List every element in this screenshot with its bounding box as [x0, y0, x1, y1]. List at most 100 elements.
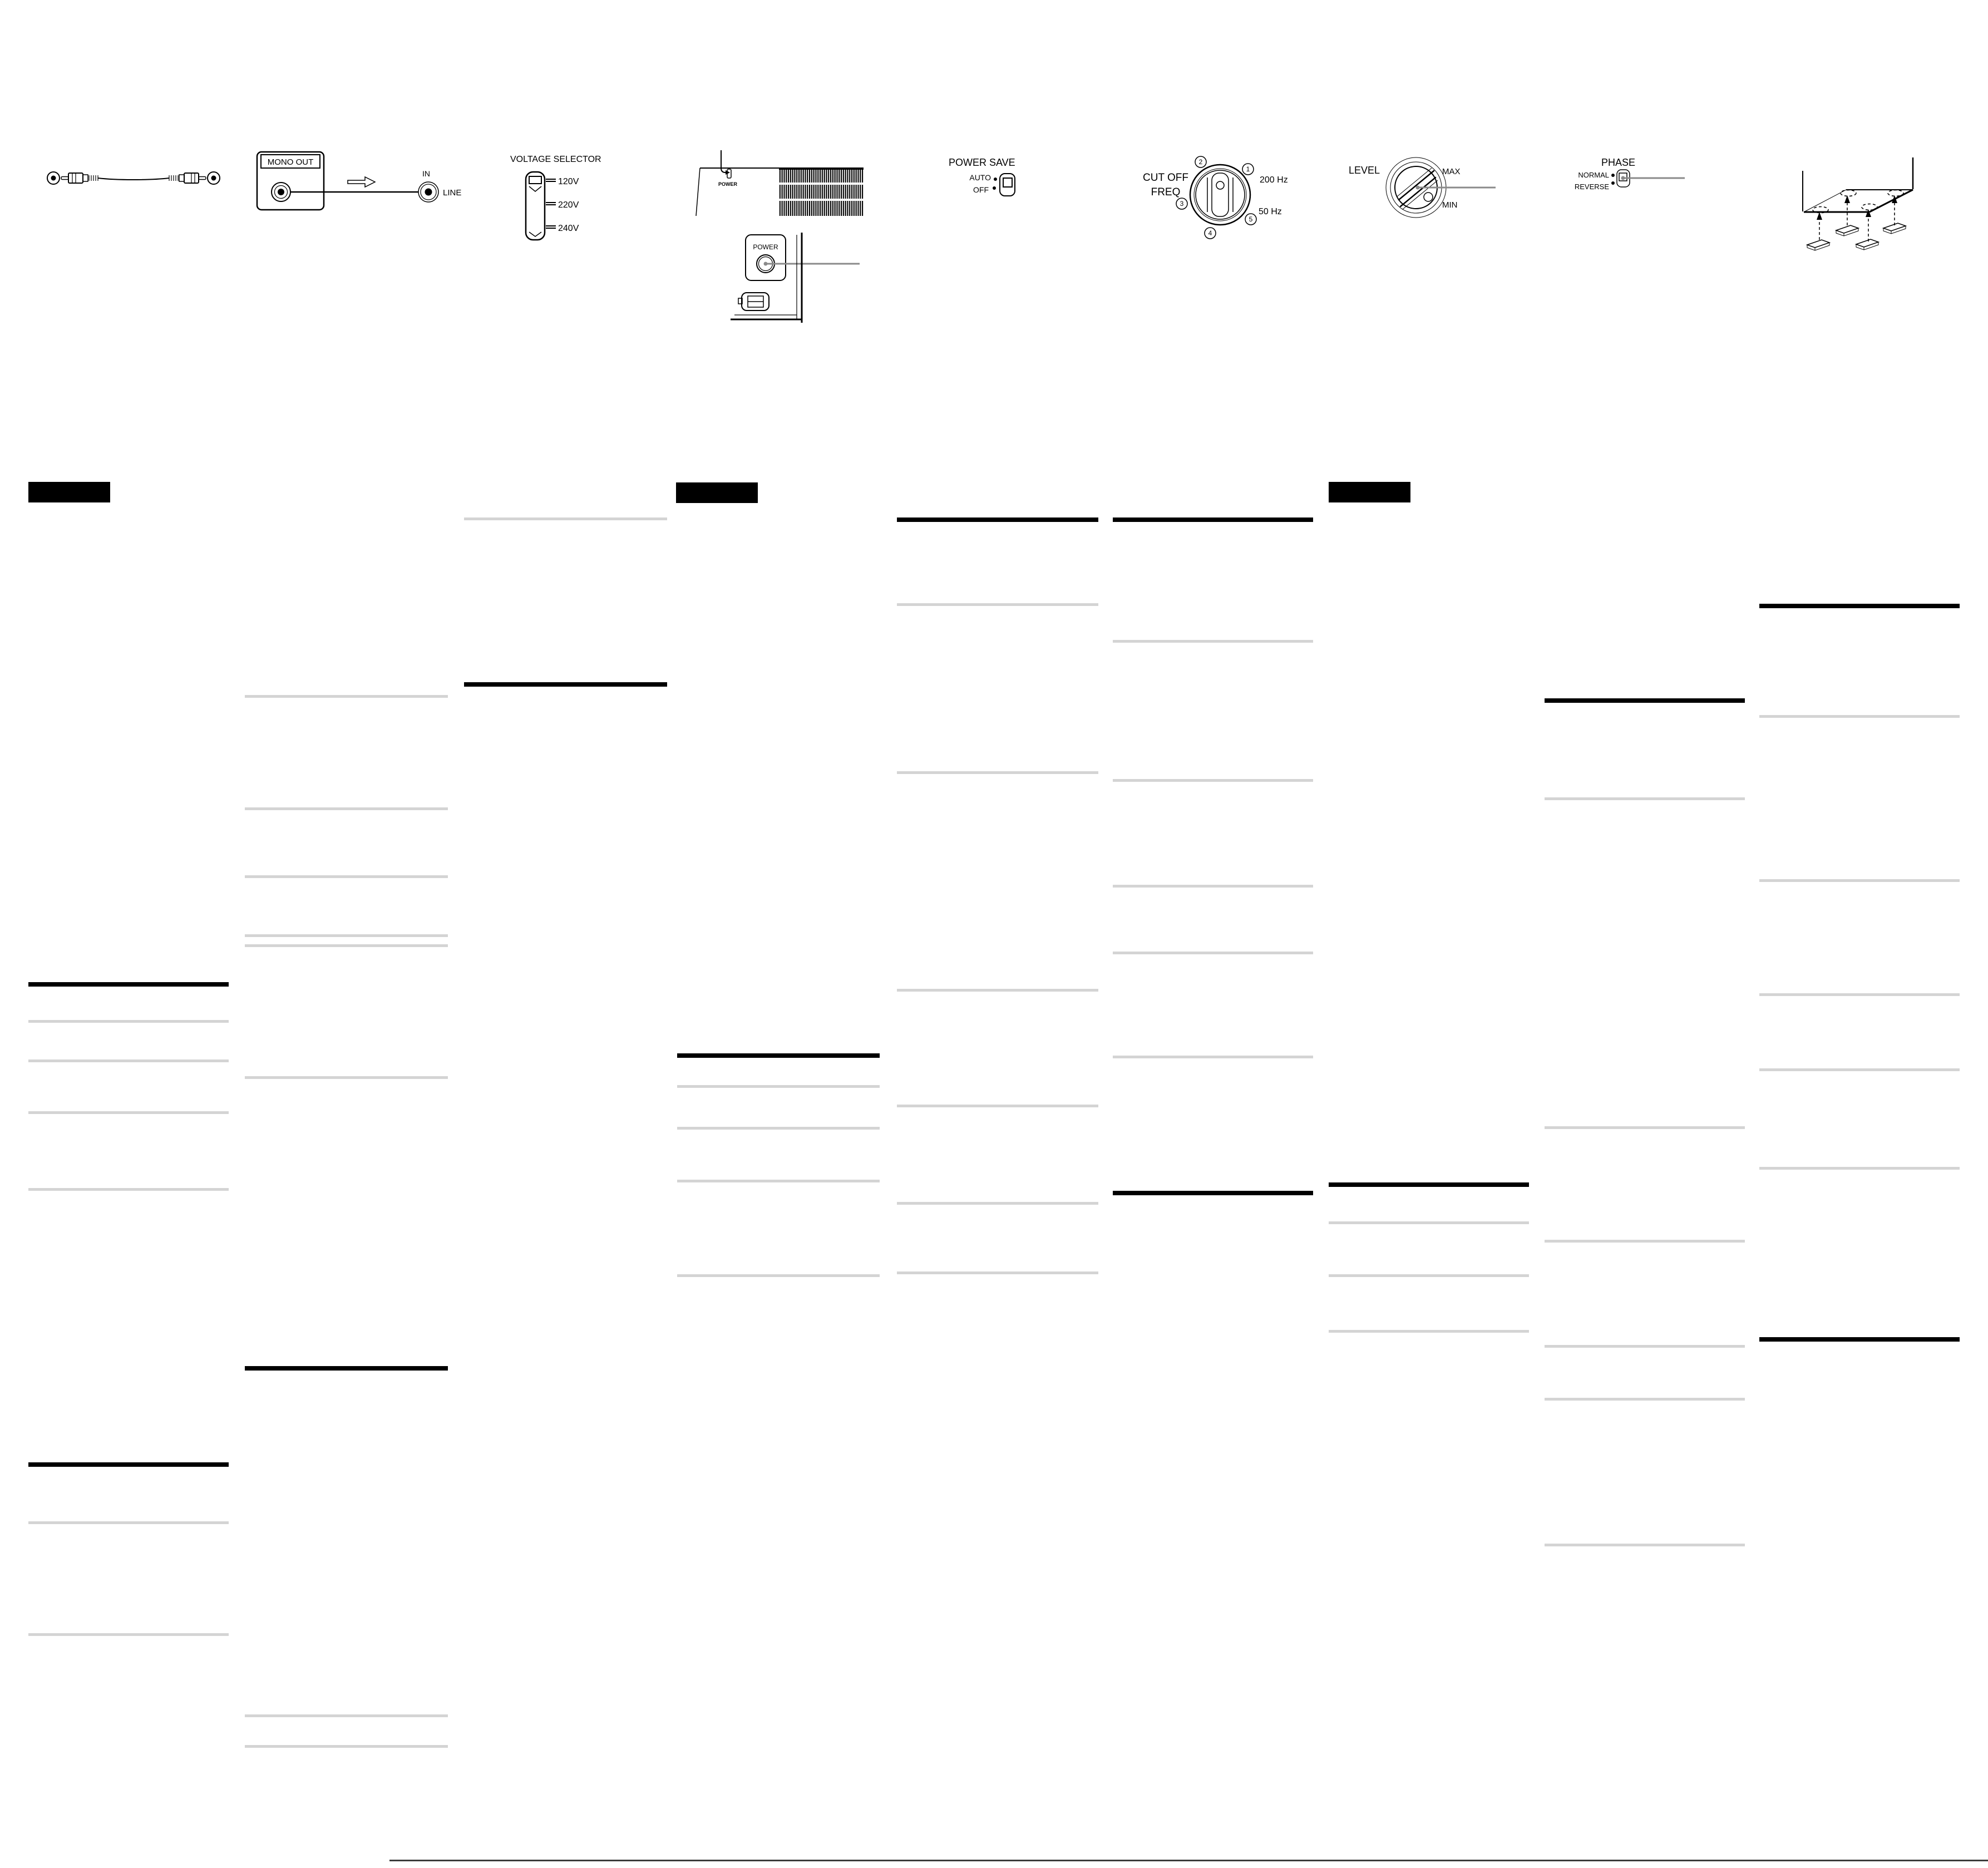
paragraph-rule [1759, 715, 1960, 718]
section-heading-bar [1329, 1182, 1529, 1187]
callout-1: 1 [1246, 165, 1250, 173]
paragraph-rule [245, 695, 448, 698]
paragraph-rule [1329, 1274, 1529, 1277]
callout-5: 5 [1249, 215, 1253, 223]
section-heading-bar [28, 1462, 229, 1467]
paragraph-rule [1113, 779, 1313, 782]
paragraph-rule [1545, 1345, 1745, 1348]
power-indicator-icon [727, 169, 732, 179]
paragraph-rule [28, 1521, 229, 1524]
paragraph-rule [245, 944, 448, 947]
voltage-selector-title: VOLTAGE SELECTOR [510, 155, 601, 164]
callout-3: 3 [1180, 200, 1184, 208]
cut-off-freq-knob-icon [1189, 164, 1251, 226]
paragraph-rule [245, 1714, 448, 1717]
cut-off-freq-diagram: CUT OFF FREQ 2 1 3 4 5 200 Hz 50 Hz [1143, 156, 1288, 239]
power-save-diagram: POWER SAVE AUTO OFF [949, 157, 1015, 196]
section-heading-bar [1545, 698, 1745, 703]
section-tag [28, 482, 110, 502]
line-label: LINE [443, 188, 461, 198]
paragraph-rule [1759, 1068, 1960, 1071]
voltage-240-label: 240V [558, 224, 579, 233]
paragraph-rule [1545, 1126, 1745, 1129]
paragraph-rule [1113, 952, 1313, 954]
phase-normal-label: NORMAL [1578, 171, 1609, 179]
paragraph-rule [897, 603, 1098, 606]
cut-off-freq-min-label: 50 Hz [1259, 207, 1282, 216]
power-button-label: POWER [753, 243, 778, 251]
foot-pads-diagram [1802, 157, 1914, 251]
section-heading-bar [28, 982, 229, 987]
power-save-switch-icon [999, 173, 1015, 196]
paragraph-rule [897, 1202, 1098, 1205]
section-heading-bar [897, 517, 1098, 522]
paragraph-rule [897, 989, 1098, 992]
section-heading-bar [464, 682, 667, 687]
phase-title: PHASE [1601, 157, 1635, 168]
paragraph-rule [245, 807, 448, 810]
phase-diagram: PHASE NORMAL REVERSE [1575, 157, 1685, 191]
paragraph-rule [677, 1127, 880, 1130]
paragraph-rule [464, 517, 667, 520]
level-min-label: MIN [1442, 200, 1458, 210]
power-indicator-label: POWER [718, 181, 738, 187]
paragraph-rule [1759, 1167, 1960, 1170]
mono-out-hookup-diagram: MONO OUT IN LINE [256, 151, 461, 211]
paragraph-rule [245, 875, 448, 878]
paragraph-rule [1545, 797, 1745, 800]
paragraph-rule [1545, 1544, 1745, 1546]
power-save-title: POWER SAVE [949, 157, 1015, 168]
ac-inlet-icon [741, 292, 769, 311]
paragraph-rule [897, 1105, 1098, 1107]
paragraph-rule [897, 771, 1098, 774]
section-heading-bar [677, 1053, 880, 1058]
voltage-220-label: 220V [558, 200, 579, 210]
paragraph-rule [1329, 1330, 1529, 1333]
paragraph-rule [245, 1076, 448, 1079]
section-tag [676, 482, 758, 503]
paragraph-rule [1545, 1240, 1745, 1243]
callout-2: 2 [1199, 158, 1203, 166]
phase-reverse-label: REVERSE [1575, 183, 1609, 191]
section-heading-bar [1113, 517, 1313, 522]
cut-off-freq-title-2: FREQ [1151, 186, 1181, 198]
paragraph-rule [1545, 1398, 1745, 1401]
power-save-off-label: OFF [973, 185, 989, 194]
paragraph-rule [897, 1271, 1098, 1274]
vent-grille [779, 168, 864, 216]
paragraph-rule [245, 934, 448, 937]
callout-arrow-icon [726, 170, 730, 175]
section-heading-bar [1759, 604, 1960, 608]
power-save-auto-label: AUTO [969, 173, 991, 182]
voltage-120-label: 120V [558, 177, 579, 186]
section-tag [1329, 482, 1410, 502]
paragraph-rule [28, 1111, 229, 1114]
paragraph-rule [677, 1180, 880, 1182]
section-heading-bar [1759, 1337, 1960, 1342]
mono-out-label: MONO OUT [268, 157, 314, 167]
section-heading-bar [1113, 1191, 1313, 1195]
line-in-label: IN [422, 169, 430, 178]
paragraph-rule [1759, 993, 1960, 996]
paragraph-rule [28, 1633, 229, 1636]
level-diagram: LEVEL MAX MIN [1349, 157, 1496, 218]
level-title: LEVEL [1349, 165, 1380, 176]
signal-arrow-icon [347, 176, 376, 188]
paragraph-rule [1759, 879, 1960, 882]
paragraph-rule [28, 1020, 229, 1023]
callout-4: 4 [1208, 229, 1212, 237]
section-heading-bar [245, 1366, 448, 1371]
paragraph-rule [28, 1188, 229, 1191]
paragraph-rule [28, 1059, 229, 1062]
paragraph-rule [245, 1745, 448, 1748]
paragraph-rule [677, 1274, 880, 1277]
cut-off-freq-max-label: 200 Hz [1260, 175, 1288, 185]
voltage-selector-diagram: VOLTAGE SELECTOR 120V 220V 240V [510, 155, 601, 241]
paragraph-rule [1113, 640, 1313, 643]
paragraph-rule [677, 1085, 880, 1088]
cut-off-freq-title-1: CUT OFF [1143, 172, 1188, 184]
page-bottom-rule [389, 1860, 1988, 1861]
paragraph-rule [1329, 1221, 1529, 1224]
level-max-label: MAX [1442, 167, 1461, 176]
